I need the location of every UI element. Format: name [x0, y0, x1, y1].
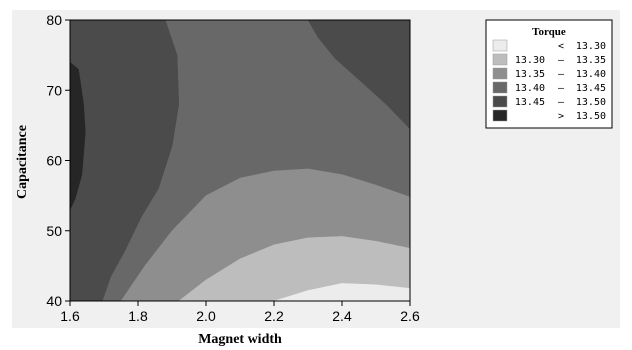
legend-high-value: 13.50: [576, 111, 606, 122]
legend-swatch: [492, 95, 508, 108]
legend-items: <13.3013.30–13.3513.35–13.4013.40–13.451…: [492, 39, 606, 122]
x-tick-label: 2.2: [264, 308, 284, 324]
legend-high-value: 13.50: [576, 97, 606, 108]
x-axis-label: Magnet width: [198, 332, 282, 347]
legend-swatch: [492, 81, 508, 94]
legend-separator: –: [558, 83, 565, 94]
x-tick-label: 2.0: [196, 308, 216, 324]
legend-low-value: 13.40: [515, 83, 545, 94]
x-axis-ticks: 1.6 1.8 2.0 2.2 2.4 2.6: [60, 301, 420, 324]
y-tick-label: 80: [46, 12, 62, 28]
legend-title: Torque: [532, 26, 566, 38]
legend-high-value: 13.35: [576, 55, 606, 66]
legend-swatch: [492, 109, 508, 122]
contour-regions: [69, 19, 411, 302]
legend-separator: –: [558, 69, 565, 80]
legend: Torque <13.3013.30–13.3513.35–13.4013.40…: [485, 19, 613, 129]
x-tick-label: 1.8: [128, 308, 148, 324]
legend-low-value: 13.35: [515, 69, 545, 80]
y-axis-label: Capacitance: [15, 125, 30, 199]
legend-separator: –: [558, 55, 565, 66]
y-tick-label: 60: [46, 153, 62, 169]
legend-low-value: 13.30: [515, 55, 545, 66]
legend-separator: <: [558, 41, 564, 52]
contour-region-7: [69, 61, 86, 210]
legend-high-value: 13.45: [576, 83, 606, 94]
y-tick-label: 50: [46, 223, 62, 239]
legend-swatch: [492, 39, 508, 52]
legend-swatch: [492, 53, 508, 66]
y-tick-label: 70: [46, 82, 62, 98]
legend-separator: –: [558, 97, 565, 108]
legend-swatch: [492, 67, 508, 80]
x-tick-label: 1.6: [60, 308, 80, 324]
y-axis-ticks: 40 50 60 70 80: [46, 12, 70, 309]
legend-separator: >: [558, 111, 564, 122]
x-tick-label: 2.6: [400, 308, 420, 324]
y-tick-label: 40: [46, 293, 62, 309]
legend-high-value: 13.40: [576, 69, 606, 80]
x-tick-label: 2.4: [332, 308, 352, 324]
legend-high-value: 13.30: [576, 41, 606, 52]
legend-low-value: 13.45: [515, 97, 545, 108]
